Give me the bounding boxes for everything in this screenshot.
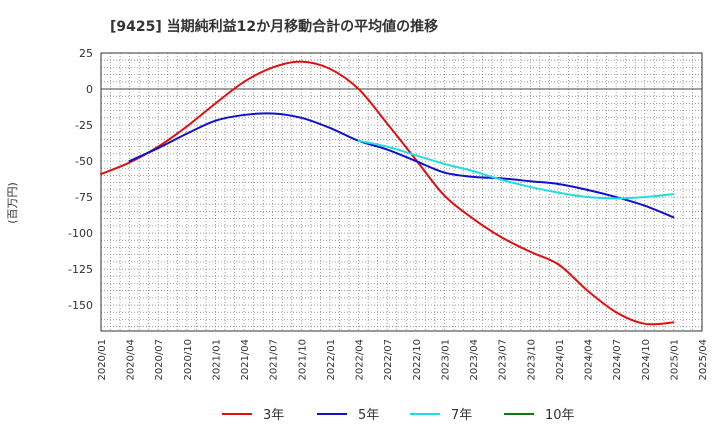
y-tick-label: -50	[75, 155, 93, 168]
x-tick-label: 2025/04	[698, 339, 709, 381]
x-tick-label: 2022/10	[412, 339, 423, 381]
x-tick-label: 2022/04	[355, 339, 366, 381]
legend: 3年 5年 7年 10年	[222, 408, 575, 423]
legend-label: 10年	[545, 408, 575, 423]
series-line-3	[357, 139, 675, 200]
series-lines	[100, 60, 675, 326]
x-tick-label: 2020/07	[154, 339, 165, 381]
series-line-2	[128, 112, 675, 219]
x-tick-label: 2023/01	[440, 339, 451, 381]
y-tick-label: -100	[68, 227, 93, 240]
x-tick-label: 2024/07	[612, 339, 623, 381]
y-tick-label: -125	[68, 263, 93, 276]
x-tick-label: 2024/10	[641, 339, 652, 381]
series-line-1	[100, 60, 675, 326]
y-tick-label: -75	[75, 191, 93, 204]
x-tick-label: 2021/01	[211, 339, 222, 381]
y-axis-label: (百万円)	[6, 182, 19, 224]
y-tick-label: -25	[75, 119, 93, 132]
legend-label: 7年	[451, 408, 472, 423]
x-tick-label: 2022/01	[326, 339, 337, 381]
x-tick-label: 2020/10	[183, 339, 194, 381]
y-tick-label: -150	[68, 299, 93, 312]
grid-lines	[100, 52, 703, 331]
y-axis: 25 0 -25 -50 -75 -100 -125 -150	[68, 47, 93, 312]
x-tick-label: 2021/04	[240, 339, 251, 381]
x-tick-label: 2021/07	[269, 339, 280, 381]
x-tick-label: 2024/01	[555, 339, 566, 381]
y-tick-label: 25	[79, 47, 93, 60]
y-tick-label: 0	[86, 83, 93, 96]
legend-label: 3年	[263, 408, 284, 423]
x-tick-label: 2025/01	[669, 339, 680, 381]
x-tick-label: 2020/01	[97, 339, 108, 381]
chart-title: [9425] 当期純利益12か月移動合計の平均値の推移	[110, 18, 438, 35]
plot-area-frame	[100, 52, 703, 332]
legend-label: 5年	[358, 408, 379, 423]
x-tick-label: 2021/10	[297, 339, 308, 381]
x-tick-label: 2020/04	[126, 339, 137, 381]
x-tick-label: 2024/04	[584, 339, 595, 381]
x-tick-label: 2023/10	[526, 339, 537, 381]
x-tick-label: 2023/07	[498, 339, 509, 381]
x-axis: 2020/01 2020/04 2020/07 2020/10 2021/01 2021/…	[97, 339, 709, 381]
x-tick-label: 2022/07	[383, 339, 394, 381]
x-tick-label: 2023/04	[469, 339, 480, 381]
